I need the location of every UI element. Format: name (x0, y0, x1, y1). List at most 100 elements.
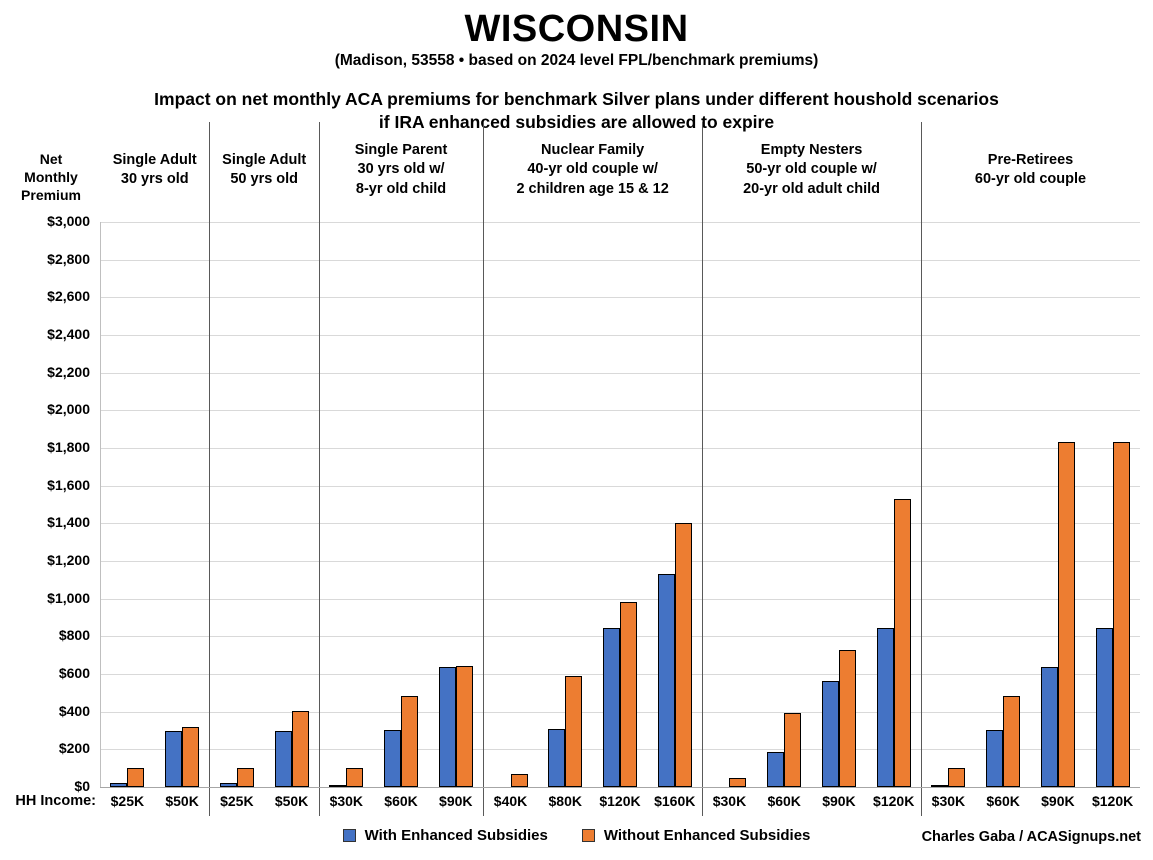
category-label: $90K (1041, 793, 1075, 809)
y-axis-title-line: Net (39, 151, 63, 167)
group-header-line: 40-yr old couple w/ (527, 161, 658, 178)
category-label: $90K (439, 793, 473, 809)
group-header-line: Empty Nesters (760, 141, 863, 158)
group-header-line: 30 yrs old w/ (357, 161, 445, 178)
bar-with-enhanced (548, 729, 565, 787)
x-axis-line (100, 787, 1140, 788)
y-tick-label: $1,800 (47, 439, 90, 455)
y-tick-label: $1,200 (47, 552, 90, 568)
legend-swatch-without-enhanced-icon (581, 829, 595, 842)
group-separator-line (483, 122, 485, 816)
y-tick-label: $2,000 (47, 401, 90, 418)
y-axis-title-line: Monthly (24, 169, 78, 185)
x-axis-prefix: HH Income: (15, 793, 96, 809)
bar-without-enhanced (511, 774, 528, 787)
group-header: Empty Nesters 50-yr old couple w/20-yr ol… (702, 122, 921, 218)
bar-with-enhanced (1041, 667, 1058, 787)
gridline (100, 485, 1140, 487)
legend-label-without-enhanced: Without Enhanced Subsidies (603, 827, 811, 844)
chart-title: WISCONSIN (464, 8, 689, 50)
group-header-line: 30 yrs old (120, 171, 189, 187)
legend-swatch-with-enhanced-icon (342, 829, 356, 842)
category-label: $30K (329, 793, 364, 809)
y-axis-title: Net Monthly Premium (6, 150, 96, 204)
y-tick-label: $2,200 (47, 363, 90, 380)
bar-with-enhanced (603, 628, 620, 787)
bar-chart: Net Monthly Premium $0 $200 $400 $600 $800 $1,00… (0, 122, 1153, 822)
bar-without-enhanced (182, 727, 199, 787)
category-label: $120K (599, 793, 641, 809)
chart-description-line2: if IRA enhanced subsidies are allowed to… (378, 112, 775, 132)
category-label: $50K (165, 793, 199, 809)
y-tick-label: $1,400 (47, 514, 90, 531)
group-header-line: Single Adult (112, 151, 197, 168)
bar-without-enhanced (894, 499, 911, 787)
bar-with-enhanced (439, 667, 456, 787)
bar-without-enhanced (1003, 696, 1020, 787)
y-tick-label: $3,000 (47, 213, 90, 229)
y-tick-label: $2,400 (47, 326, 90, 342)
group-header: Nuclear Family 40-yr old couple w/2 child… (483, 122, 702, 218)
group-separator-line (209, 122, 211, 816)
bar-with-enhanced (658, 574, 675, 787)
group-header-line: 8-yr old child (355, 180, 447, 197)
y-tick-label: $800 (58, 627, 90, 644)
group-header-line: Pre-Retirees (987, 151, 1074, 168)
gridline (100, 297, 1140, 299)
bar-without-enhanced (401, 696, 418, 787)
bar-with-enhanced (931, 785, 948, 787)
category-label: $160K (654, 793, 696, 809)
group-header-line: Single Parent (354, 141, 448, 158)
group-header-line: Single Adult (222, 151, 307, 168)
category-label: $30K (931, 793, 966, 809)
bar-with-enhanced (986, 730, 1003, 787)
y-tick-label: $1,600 (47, 476, 90, 493)
bar-without-enhanced (292, 711, 309, 787)
bar-without-enhanced (346, 768, 363, 787)
gridline (100, 335, 1140, 336)
category-label: $40K (493, 793, 528, 809)
bar-without-enhanced (127, 768, 144, 787)
group-header-line: 2 children age 15 & 12 (516, 180, 669, 197)
y-tick-label: $200 (58, 740, 90, 757)
group-header: Pre-Retirees 60-yr old couple (921, 122, 1140, 218)
y-tick-label: $400 (58, 702, 90, 719)
y-tick-label: $2,600 (47, 288, 90, 305)
chart-legend: With Enhanced Subsidies Without Enhanced… (0, 827, 1153, 844)
group-header: Single Adult 50 yrs old (209, 122, 318, 218)
bar-with-enhanced (329, 785, 346, 787)
category-label: $30K (712, 793, 747, 809)
legend-item-with-enhanced: With Enhanced Subsidies (342, 827, 548, 844)
group-header-line: 20-yr old adult child (743, 180, 881, 197)
category-label: $25K (220, 793, 254, 809)
bar-without-enhanced (948, 768, 965, 787)
gridline (100, 598, 1140, 600)
gridline (100, 259, 1140, 261)
y-axis-line (100, 222, 101, 787)
group-separator-line (702, 122, 704, 816)
y-tick-label: $600 (58, 665, 90, 681)
bar-without-enhanced (1113, 442, 1130, 787)
legend-label-with-enhanced: With Enhanced Subsidies (364, 827, 548, 844)
y-tick-label: $0 (74, 778, 90, 794)
group-header: Single Adult 30 yrs old (100, 122, 209, 218)
bar-with-enhanced (110, 783, 127, 787)
chart-description: Impact on net monthly ACA premiums for b… (0, 88, 1153, 134)
bar-without-enhanced (620, 602, 637, 787)
bar-with-enhanced (220, 783, 237, 787)
y-tick-label: $2,800 (47, 250, 90, 267)
category-label: $60K (384, 793, 418, 809)
credit: Charles Gaba / ACASignups.net (921, 829, 1141, 845)
gridline (100, 410, 1140, 412)
group-header-line: Nuclear Family (541, 141, 645, 158)
bar-with-enhanced (767, 752, 784, 787)
group-header-line: 50-yr old couple w/ (746, 161, 877, 178)
bar-without-enhanced (675, 523, 692, 787)
chart-subtitle: (Madison, 53558 • based on 2024 level FP… (334, 52, 819, 69)
category-label: $25K (110, 793, 145, 809)
y-tick-label: $1,000 (47, 589, 90, 606)
group-separator-line (921, 122, 923, 816)
gridline (100, 448, 1140, 449)
bar-without-enhanced (729, 778, 746, 787)
